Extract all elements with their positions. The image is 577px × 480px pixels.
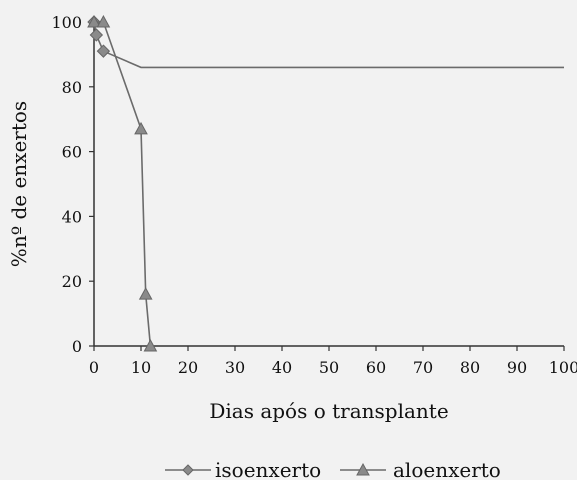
x-tick-label: 30: [225, 358, 245, 377]
x-tick-label: 0: [89, 358, 99, 377]
data-point-isoenxerto: [96, 44, 111, 58]
y-tick-label: 80: [62, 78, 82, 97]
series-isoenxerto: [87, 15, 564, 69]
y-tick-label: 40: [62, 207, 82, 226]
series-aloenxerto: [87, 14, 158, 352]
x-axis-title: Dias após o transplante: [209, 399, 448, 423]
x-tick-label: 60: [366, 358, 386, 377]
legend-marker-triangle: [356, 462, 370, 476]
x-tick-label: 20: [178, 358, 198, 377]
x-tick-label: 10: [131, 358, 151, 377]
x-tick-label: 70: [413, 358, 433, 377]
ticks: 0 10 20 30 40 50 60 70 80 90 100 0 20 40 60 80 100: [51, 13, 577, 377]
x-tick-label: 90: [507, 358, 527, 377]
legend-label-isoenxerto: isoenxerto: [215, 458, 321, 480]
data-point-aloenxerto: [96, 14, 111, 28]
data-point-aloenxerto: [134, 121, 148, 135]
series-line-isoenxerto: [93, 21, 564, 69]
axes: [93, 22, 564, 347]
data-point-aloenxerto: [138, 287, 153, 300]
x-tick-label: 100: [549, 358, 577, 377]
series-group: [87, 14, 564, 352]
data-point-aloenxerto: [87, 14, 101, 28]
x-tick-label: 50: [319, 358, 339, 377]
data-point-aloenxerto: [143, 338, 158, 352]
x-tick-label: 80: [460, 358, 480, 377]
legend-label-aloenxerto: aloenxerto: [393, 458, 501, 480]
legend-marker-diamond: [182, 464, 194, 476]
data-point-isoenxerto: [89, 28, 104, 42]
y-tick-label: 20: [62, 272, 82, 291]
y-tick-label: 0: [72, 337, 82, 356]
legend-item-isoenxerto: isoenxerto: [165, 458, 321, 480]
x-tick-label: 40: [272, 358, 292, 377]
y-axis-title: %nº de enxertos: [7, 101, 31, 267]
legend: isoenxerto aloenxerto: [165, 458, 501, 480]
y-tick-label: 100: [51, 13, 82, 32]
legend-item-aloenxerto: aloenxerto: [340, 458, 501, 480]
y-tick-label: 60: [62, 143, 82, 162]
